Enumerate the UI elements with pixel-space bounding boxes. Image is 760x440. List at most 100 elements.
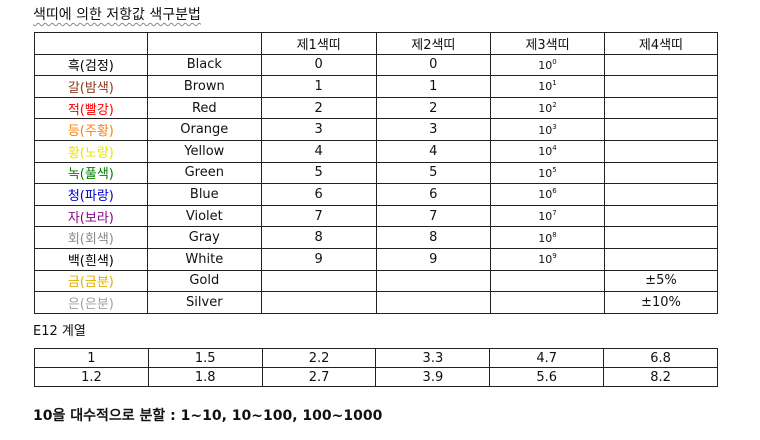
multiplier-cell xyxy=(490,269,605,293)
tolerance-cell xyxy=(603,53,719,77)
multiplier-cell xyxy=(490,291,605,314)
multiplier-base: 10 xyxy=(538,253,553,267)
color-english-name: Red xyxy=(146,96,262,120)
multiplier-cell: 100 xyxy=(490,53,605,77)
header-cell xyxy=(146,32,262,55)
tolerance-cell: ±10% xyxy=(603,291,719,314)
color-english-name: Green xyxy=(146,161,262,185)
band2-digit: 2 xyxy=(375,96,492,120)
footer-note: 10을 대수적으로 분할 : 1~10, 10~100, 100~1000 xyxy=(33,408,383,424)
color-english-name: Gold xyxy=(146,269,262,293)
tolerance-cell xyxy=(603,75,719,98)
e12-cell: 2.2 xyxy=(261,348,377,368)
color-korean-name: 청(파랑) xyxy=(34,183,148,206)
color-korean-name: 금(금분) xyxy=(34,269,148,293)
color-korean-name: 녹(풀색) xyxy=(34,161,148,185)
multiplier-exponent: 2 xyxy=(552,101,557,110)
page-title: 색띠에 의한 저항값 색구분법 xyxy=(33,7,201,23)
color-row: 청(파랑) Blue 6 6 106 xyxy=(34,183,719,206)
tolerance-cell xyxy=(603,118,719,141)
band1-digit: 2 xyxy=(260,96,377,120)
band2-digit: 7 xyxy=(375,204,492,228)
e12-cell: 1.2 xyxy=(34,367,149,387)
band1-digit xyxy=(260,269,377,293)
band2-digit xyxy=(375,269,492,293)
band2-digit: 3 xyxy=(375,118,492,141)
multiplier-base: 10 xyxy=(538,166,553,180)
color-row: 황(노랑) Yellow 4 4 104 xyxy=(34,139,719,163)
multiplier-base: 10 xyxy=(538,188,553,202)
band1-digit: 4 xyxy=(260,139,377,163)
e12-cell: 4.7 xyxy=(489,348,605,368)
multiplier-exponent: 8 xyxy=(552,230,557,239)
multiplier-cell: 104 xyxy=(490,139,605,163)
multiplier-base: 10 xyxy=(538,102,553,116)
color-row: 적(빨강) Red 2 2 102 xyxy=(34,96,719,120)
multiplier-exponent: 3 xyxy=(552,122,557,131)
color-row: 녹(풀색) Green 5 5 105 xyxy=(34,161,719,185)
multiplier-exponent: 7 xyxy=(552,209,557,218)
e12-cell: 8.2 xyxy=(603,367,718,387)
e12-cell: 3.3 xyxy=(375,348,491,368)
tolerance-cell xyxy=(603,139,719,163)
tolerance-cell xyxy=(603,226,719,249)
multiplier-cell: 107 xyxy=(490,204,605,228)
band2-digit: 9 xyxy=(375,247,492,271)
band1-digit: 9 xyxy=(260,247,377,271)
tolerance-cell xyxy=(603,247,719,271)
color-code-table-body: 제1색띠 제2색띠 제3색띠 제4색띠 흑(검정) Black 0 0 100 갈(밤색)… xyxy=(34,32,719,314)
color-korean-name: 갈(밤색) xyxy=(34,75,148,98)
color-english-name: Yellow xyxy=(146,139,262,163)
color-korean-name: 자(보라) xyxy=(34,204,148,228)
color-row: 등(주황) Orange 3 3 103 xyxy=(34,118,719,141)
e12-cell: 2.7 xyxy=(261,367,377,387)
color-korean-name: 백(흰색) xyxy=(34,247,148,271)
color-english-name: Brown xyxy=(146,75,262,98)
header-cell xyxy=(34,32,148,55)
e12-label: E12 계열 xyxy=(33,324,86,339)
multiplier-exponent: 5 xyxy=(552,165,557,174)
band1-digit: 6 xyxy=(260,183,377,206)
multiplier-exponent: 6 xyxy=(552,187,557,196)
header-cell-band2: 제2색띠 xyxy=(375,32,492,55)
color-row: 갈(밤색) Brown 1 1 101 xyxy=(34,75,719,98)
multiplier-exponent: 4 xyxy=(552,144,557,153)
color-english-name: Blue xyxy=(146,183,262,206)
color-row: 백(흰색) White 9 9 109 xyxy=(34,247,719,271)
color-korean-name: 등(주황) xyxy=(34,118,148,141)
band1-digit: 3 xyxy=(260,118,377,141)
multiplier-base: 10 xyxy=(538,123,553,137)
tolerance-cell xyxy=(603,183,719,206)
e12-table: 1 1.5 2.2 3.3 4.7 6.8 1.2 1.8 2.7 3.9 5.… xyxy=(34,348,718,387)
multiplier-cell: 102 xyxy=(490,96,605,120)
multiplier-cell: 106 xyxy=(490,183,605,206)
multiplier-cell: 103 xyxy=(490,118,605,141)
band2-digit: 0 xyxy=(375,53,492,77)
color-korean-name: 은(은분) xyxy=(34,291,148,314)
band1-digit: 1 xyxy=(260,75,377,98)
multiplier-base: 10 xyxy=(538,210,553,224)
multiplier-exponent: 0 xyxy=(552,57,557,66)
color-row: 금(금분) Gold ±5% xyxy=(34,269,719,293)
band1-digit: 7 xyxy=(260,204,377,228)
multiplier-cell: 101 xyxy=(490,75,605,98)
color-english-name: White xyxy=(146,247,262,271)
color-english-name: Gray xyxy=(146,226,262,249)
e12-cell: 1 xyxy=(34,348,149,368)
tolerance-cell xyxy=(603,96,719,120)
e12-row: 1 1.5 2.2 3.3 4.7 6.8 xyxy=(34,348,718,368)
e12-cell: 6.8 xyxy=(603,348,718,368)
multiplier-base: 10 xyxy=(538,231,553,245)
multiplier-base: 10 xyxy=(538,145,553,159)
band2-digit: 4 xyxy=(375,139,492,163)
header-cell-band3: 제3색띠 xyxy=(490,32,605,55)
tolerance-cell: ±5% xyxy=(603,269,719,293)
band1-digit: 5 xyxy=(260,161,377,185)
band2-digit: 8 xyxy=(375,226,492,249)
color-english-name: Orange xyxy=(146,118,262,141)
band2-digit: 5 xyxy=(375,161,492,185)
e12-cell: 1.8 xyxy=(147,367,263,387)
band2-digit xyxy=(375,291,492,314)
multiplier-exponent: 9 xyxy=(552,252,557,261)
color-row: 회(회색) Gray 8 8 108 xyxy=(34,226,719,249)
